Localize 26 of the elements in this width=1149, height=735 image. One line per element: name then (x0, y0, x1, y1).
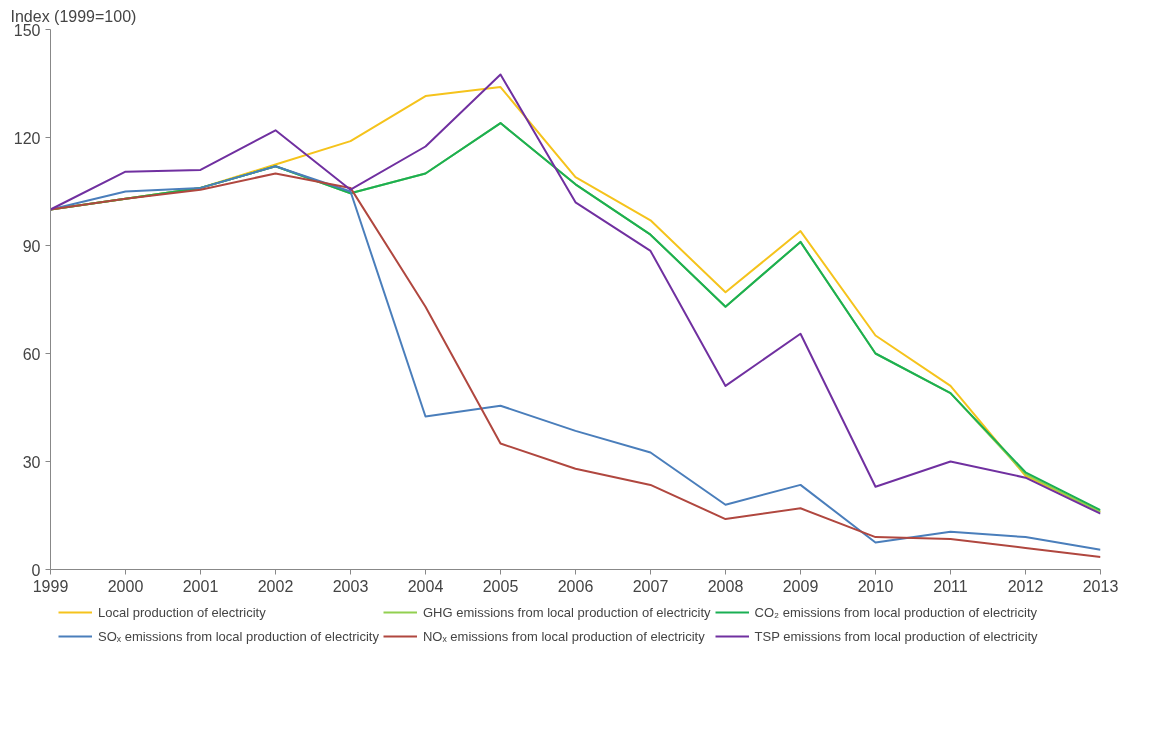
x-tick-label: 2013 (1082, 577, 1119, 595)
x-tick-label: 2007 (632, 577, 669, 595)
x-tick-label: 2009 (782, 577, 819, 595)
legend-label: Local production of electricity (98, 604, 266, 620)
x-tick-label: 1999 (32, 577, 69, 595)
legend-label: GHG emissions from local production of electricity (422, 604, 711, 620)
x-tick-label: 2011 (933, 577, 968, 595)
x-tick-label: 2005 (482, 577, 519, 595)
legend-label: CO₂ emissions from local production of electricity (754, 604, 1038, 620)
legend-label: SOₓ emissions from local production of electricity (98, 628, 379, 644)
legend-label: TSP emissions from local production of electricity (754, 628, 1038, 644)
x-tick-label: 2010 (857, 577, 894, 595)
y-tick-label: 30 (22, 453, 41, 471)
x-tick-label: 2000 (107, 577, 144, 595)
y-tick-label: 90 (22, 237, 41, 255)
x-tick-label: 2002 (257, 577, 294, 595)
x-tick-label: 2008 (707, 577, 744, 595)
y-tick-label: 120 (13, 129, 41, 147)
x-tick-label: 2004 (407, 577, 444, 595)
y-tick-label: 0 (31, 561, 41, 579)
x-tick-label: 2001 (182, 577, 219, 595)
x-tick-label: 2012 (1007, 577, 1044, 595)
x-tick-label: 2006 (557, 577, 594, 595)
x-tick-label: 2003 (332, 577, 369, 595)
legend-label: NOₓ emissions from local production of electricity (422, 628, 705, 644)
y-tick-label: 60 (22, 345, 41, 363)
